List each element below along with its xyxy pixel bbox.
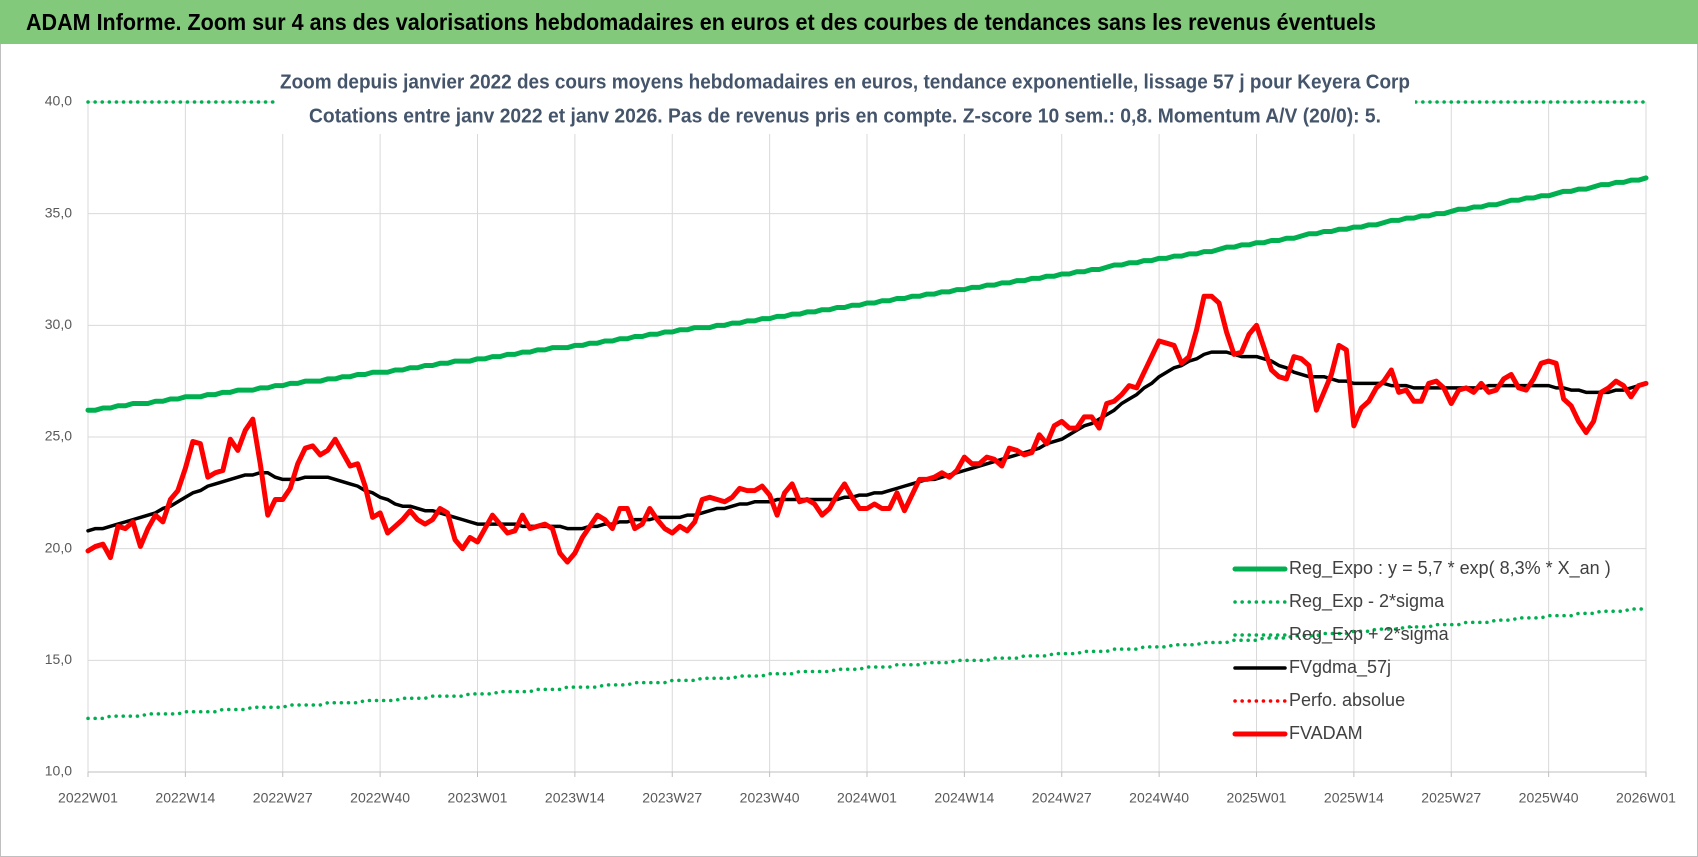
y-tick-label: 35,0 [45, 204, 72, 220]
legend: Reg_Expo : y = 5,7 * exp( 8,3% * X_an ) R… [1232, 558, 1611, 743]
legend-label: FVADAM [1289, 723, 1363, 743]
title-backdrop [275, 66, 1415, 134]
series-line [85, 175, 1649, 413]
series-line [86, 350, 1648, 533]
y-tick-label: 40,0 [45, 93, 72, 109]
y-tick-label: 30,0 [45, 316, 72, 332]
x-tick-label: 2025W01 [1227, 790, 1287, 806]
x-tick-label: 2024W01 [837, 790, 897, 806]
legend-label: Reg_Exp + 2*sigma [1289, 624, 1450, 645]
y-tick-label: 10,0 [45, 763, 72, 779]
x-tick-label: 2022W14 [155, 790, 215, 806]
series-line [85, 293, 1649, 565]
y-tick-label: 20,0 [45, 539, 72, 555]
x-tick-label: 2025W14 [1324, 790, 1384, 806]
header-title: ADAM Informe. Zoom sur 4 ans des valoris… [26, 9, 1376, 35]
x-tick-label: 2026W01 [1616, 790, 1676, 806]
chart-title: Zoom depuis janvier 2022 des cours moyen… [280, 71, 1410, 93]
header-band [0, 0, 1698, 44]
x-tick-label: 2022W27 [253, 790, 313, 806]
chart-subtitle: Cotations entre janv 2022 et janv 2026. … [309, 105, 1381, 127]
x-tick-label: 2022W40 [350, 790, 410, 806]
legend-label: Reg_Exp - 2*sigma [1289, 591, 1445, 612]
x-tick-label: 2023W40 [740, 790, 800, 806]
x-tick-label: 2024W27 [1032, 790, 1092, 806]
x-tick-label: 2023W01 [448, 790, 508, 806]
x-tick-label: 2023W27 [642, 790, 702, 806]
legend-label: Perfo. absolue [1289, 690, 1405, 710]
x-tick-label: 2024W40 [1129, 790, 1189, 806]
legend-label: FVgdma_57j [1289, 657, 1391, 678]
legend-label: Reg_Expo : y = 5,7 * exp( 8,3% * X_an ) [1289, 558, 1611, 579]
x-tick-label: 2024W14 [934, 790, 994, 806]
x-tick-label: 2025W27 [1421, 790, 1481, 806]
x-tick-label: 2025W40 [1519, 790, 1579, 806]
plot: 10,0 15,0 20,0 25,0 30,0 35,0 40,0 2022W01 2022W… [45, 93, 1676, 806]
y-tick-label: 25,0 [45, 428, 72, 444]
series-line [86, 607, 1648, 721]
y-tick-label: 15,0 [45, 651, 72, 667]
x-tick-label: 2023W14 [545, 790, 605, 806]
x-tick-label: 2022W01 [58, 790, 118, 806]
